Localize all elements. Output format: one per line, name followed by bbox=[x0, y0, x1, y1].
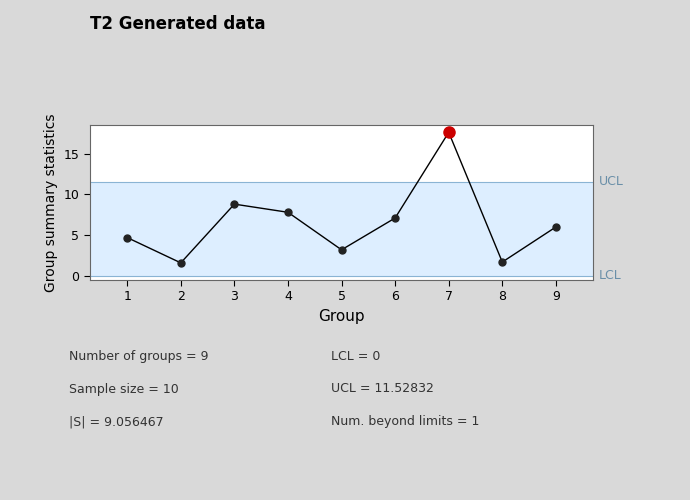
Bar bbox=[90, 182, 593, 276]
Text: LCL: LCL bbox=[598, 270, 621, 282]
X-axis label: Group: Group bbox=[318, 309, 365, 324]
Text: UCL = 11.52832: UCL = 11.52832 bbox=[331, 382, 434, 396]
Text: Number of groups = 9: Number of groups = 9 bbox=[69, 350, 208, 363]
Y-axis label: Group summary statistics: Group summary statistics bbox=[44, 114, 58, 292]
Text: |S| = 9.056467: |S| = 9.056467 bbox=[69, 415, 164, 428]
Text: T2 Generated data: T2 Generated data bbox=[90, 15, 265, 33]
Text: Num. beyond limits = 1: Num. beyond limits = 1 bbox=[331, 415, 480, 428]
Text: LCL = 0: LCL = 0 bbox=[331, 350, 381, 363]
Text: UCL: UCL bbox=[598, 176, 623, 188]
Text: Sample size = 10: Sample size = 10 bbox=[69, 382, 179, 396]
